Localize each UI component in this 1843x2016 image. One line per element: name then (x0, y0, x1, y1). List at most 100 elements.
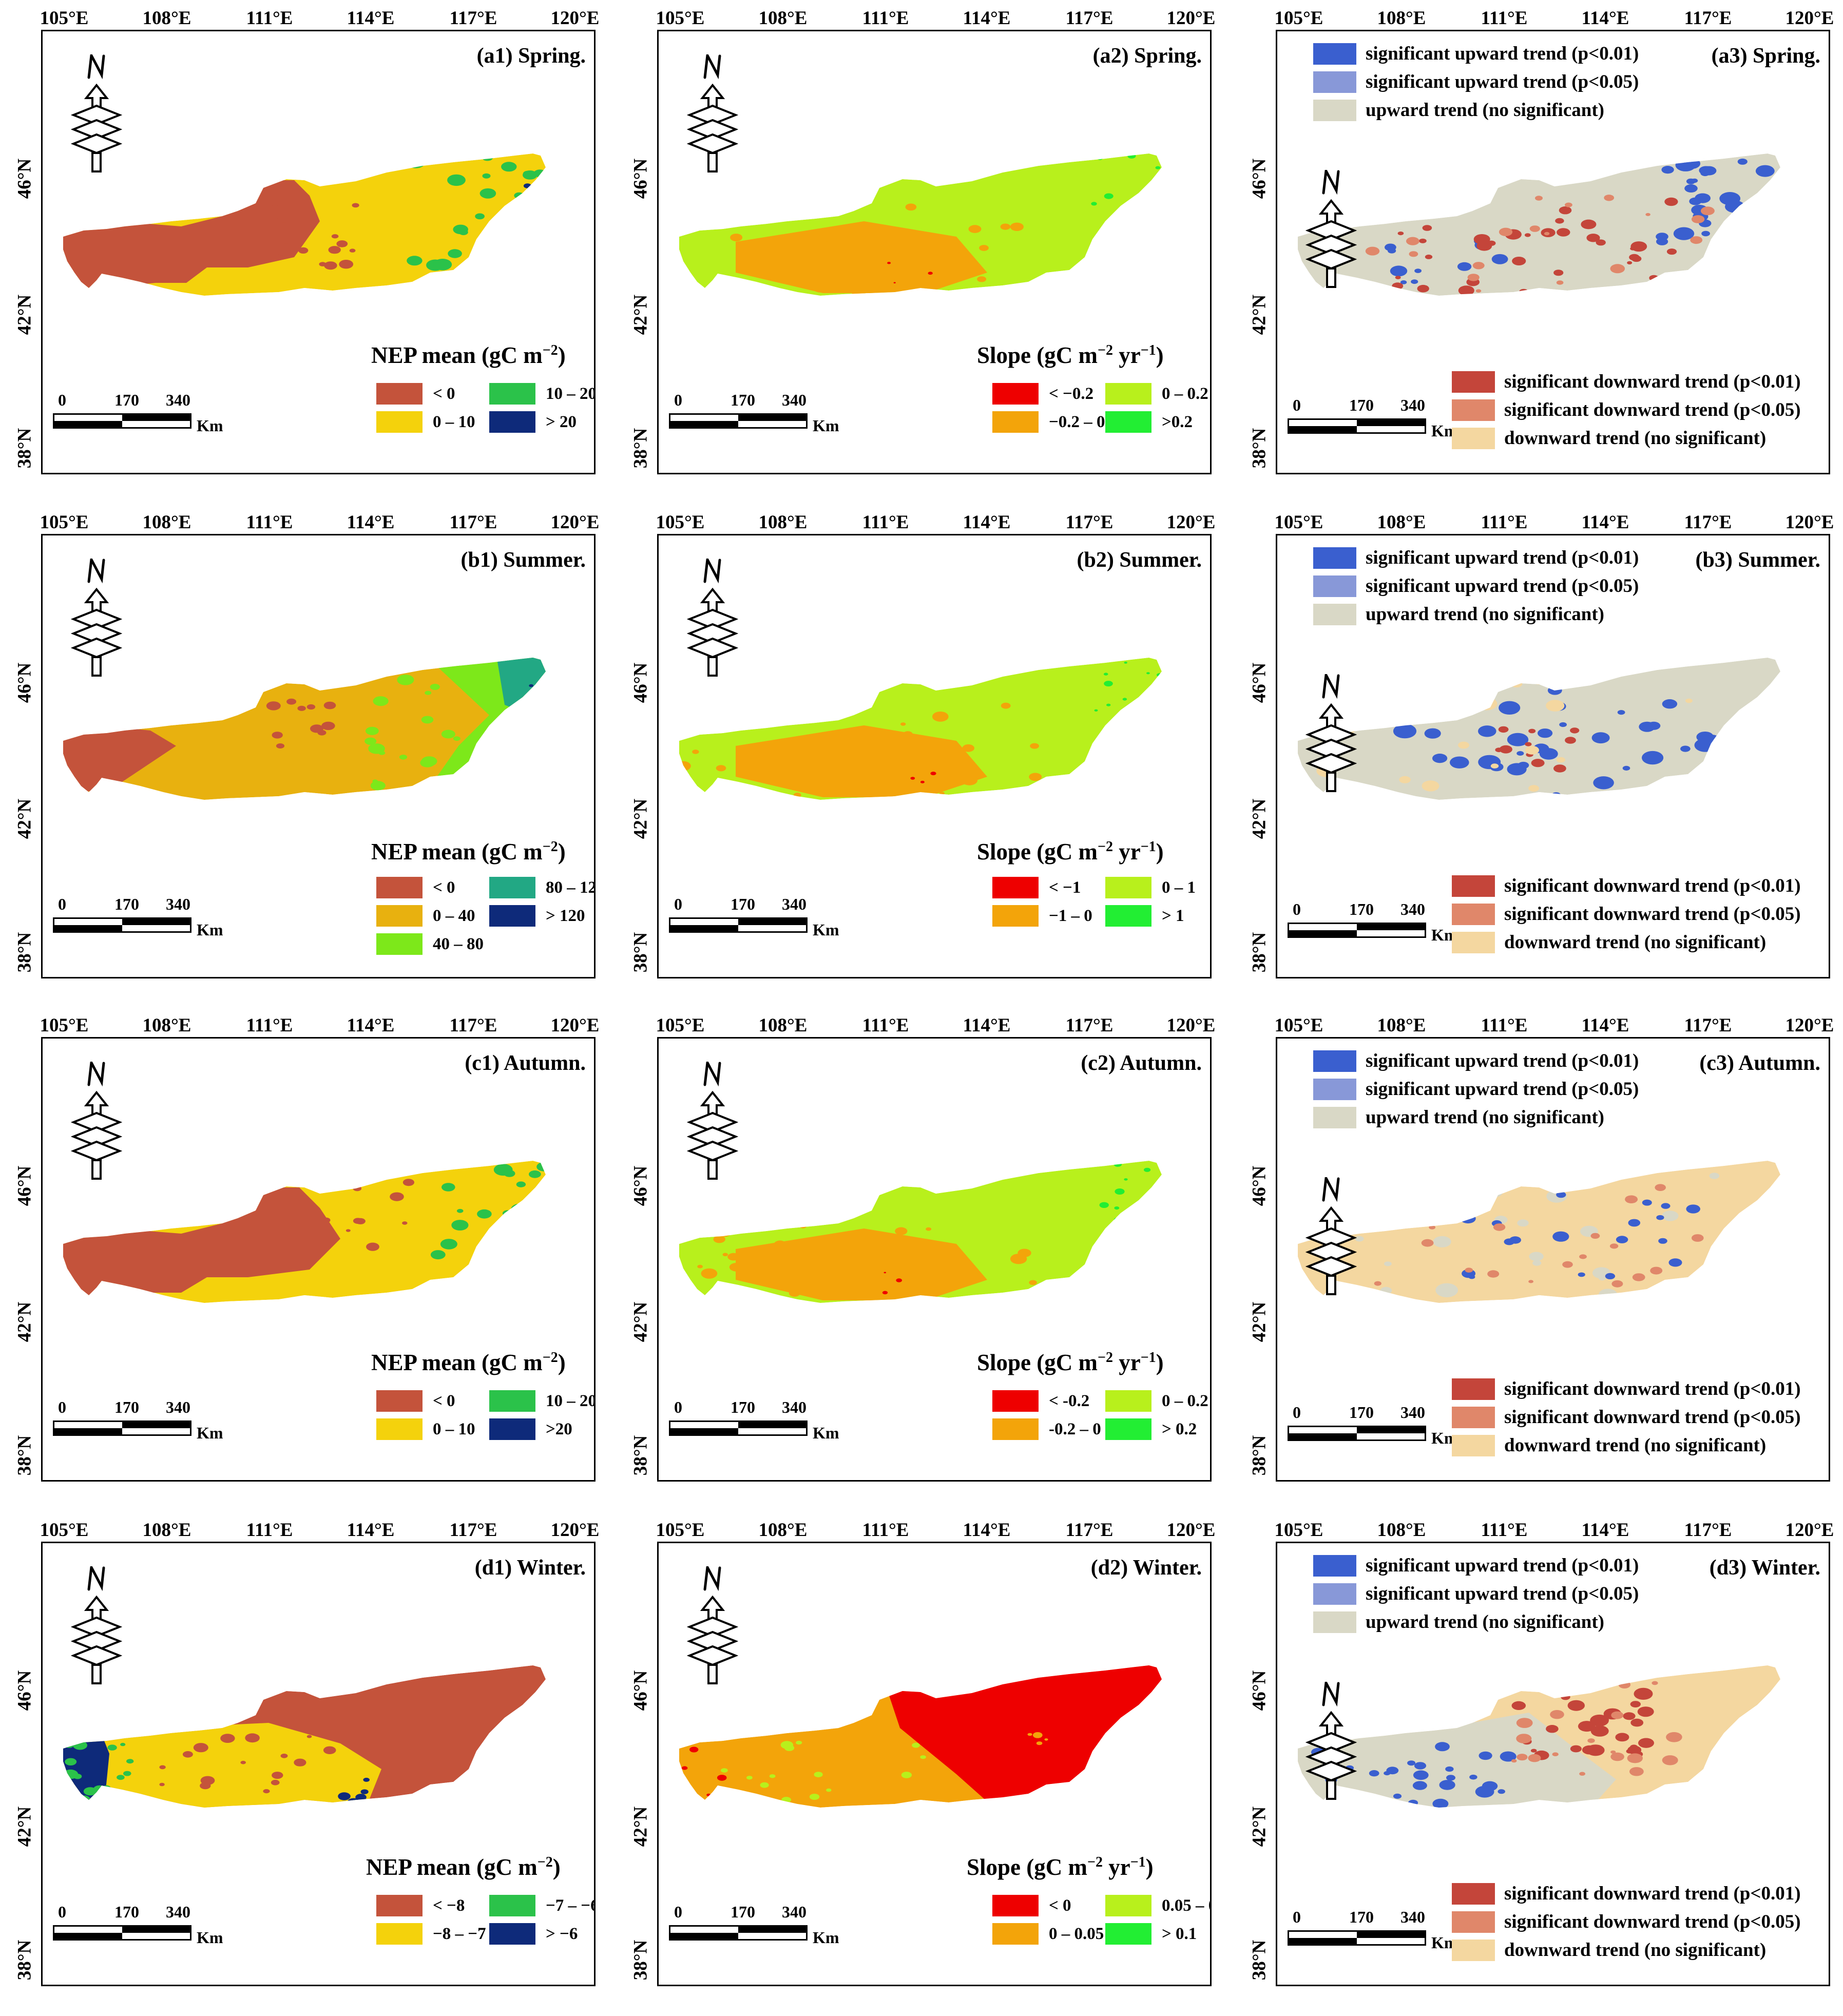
latitude-label: 46°N (14, 662, 35, 703)
legend-label: >20 (546, 1419, 572, 1438)
legend-swatch (376, 1390, 423, 1412)
latitude-label: 46°N (1249, 1670, 1270, 1711)
legend-label: significant downward trend (p<0.05) (1504, 399, 1801, 420)
north-arrow-icon (687, 1062, 738, 1180)
legend-item: < −8 (376, 1895, 465, 1916)
legend-item: −0.2 – 0 (992, 411, 1105, 433)
panel-title: (b3) Summer. (1695, 548, 1820, 572)
region-map (1298, 658, 1780, 800)
legend-item: −7 – −6 (489, 1895, 594, 1916)
scale-tick-label: 0 (674, 1398, 682, 1416)
map-panel-autumn-mean: 105°E 108°E 111°E 114°E 117°E 120°E 46°N 42°N 38… (0, 1007, 606, 1498)
panel-title: (a2) Spring. (1092, 44, 1202, 68)
legend-item: < 0 (376, 1390, 455, 1412)
longitude-label: 114°E (963, 1015, 1011, 1036)
region-raster (1298, 1161, 1780, 1303)
map-panel-autumn-slope: 105°E 108°E 111°E 114°E 117°E 120°E 46°N 42°N 38… (616, 1007, 1222, 1498)
legend-title: NEP mean (gC m−2) (371, 1350, 566, 1375)
legend-label: significant downward trend (p<0.01) (1504, 875, 1801, 896)
legend-swatch (1105, 905, 1151, 927)
region-raster (679, 153, 1162, 296)
legend-label: −8 – −7 (433, 1924, 486, 1943)
legend-swatch (489, 877, 535, 898)
longitude-label: 108°E (142, 512, 191, 533)
scale-tick-label: 340 (166, 1903, 190, 1921)
scale-tick-label: 340 (1400, 1908, 1425, 1926)
scale-bar: 0 170 340 Km (669, 391, 839, 437)
scale-bar: 0 170 340 Km (53, 895, 223, 941)
panel-title: (d1) Winter. (474, 1556, 586, 1580)
legend-swatch (992, 1418, 1039, 1440)
legend-swatch (376, 905, 423, 927)
region-raster (1298, 153, 1780, 296)
legend-item: upward trend (no significant) (1313, 96, 1639, 124)
longitude-label: 120°E (1166, 1520, 1216, 1541)
scale-bar: 0 170 340 Km (1288, 900, 1458, 946)
latitude-label: 38°N (14, 932, 35, 973)
longitude-label: 120°E (1785, 1520, 1834, 1541)
panel-title: (c1) Autumn. (465, 1051, 586, 1075)
panel-title: (d3) Winter. (1709, 1556, 1820, 1580)
upward-trend-legend: significant upward trend (p<0.01) signifi… (1313, 40, 1639, 124)
longitude-label: 111°E (1481, 8, 1528, 29)
longitude-label: 120°E (1166, 512, 1216, 533)
legend-label: > 0.1 (1162, 1924, 1197, 1943)
legend-item: 10 – 20 (489, 383, 594, 405)
map-panel-winter-trend: 105°E 108°E 111°E 114°E 117°E 120°E 46°N 42°N 38… (1235, 1512, 1840, 2003)
legend-item: significant upward trend (p<0.01) (1313, 1047, 1639, 1075)
longitude-label: 120°E (1166, 1015, 1216, 1036)
scale-tick-label: 340 (166, 391, 190, 409)
legend-item: significant upward trend (p<0.05) (1313, 1075, 1639, 1103)
scale-tick-label: 170 (114, 1903, 139, 1921)
downward-trend-legend: significant downward trend (p<0.01) signi… (1452, 368, 1801, 452)
legend-item: significant downward trend (p<0.01) (1452, 368, 1801, 396)
legend-swatch (1313, 547, 1356, 569)
longitude-label: 111°E (862, 1015, 909, 1036)
region-map (1298, 153, 1780, 296)
legend-item: > 0.2 (1105, 1418, 1197, 1440)
legend-item: upward trend (no significant) (1313, 1103, 1639, 1131)
longitude-label: 117°E (449, 1520, 497, 1541)
legend-swatch (1105, 1390, 1151, 1412)
legend-label: > 1 (1162, 906, 1184, 925)
legend-title: NEP mean (gC m−2) (366, 1854, 561, 1880)
legend-swatch (376, 877, 423, 898)
legend-label: significant downward trend (p<0.01) (1504, 1883, 1801, 1904)
longitude-label: 105°E (1274, 1015, 1323, 1036)
latitude-label: 42°N (1249, 798, 1270, 839)
legend-swatch (489, 411, 535, 433)
scale-tick-label: 0 (58, 391, 66, 409)
legend-item: -0.2 – 0 (992, 1418, 1101, 1440)
north-arrow-icon (1306, 1682, 1357, 1800)
legend-label: < 0 (433, 1391, 455, 1410)
scale-bar-graphic (53, 413, 191, 429)
legend-swatch (1452, 427, 1495, 449)
region-raster (63, 1161, 546, 1303)
north-arrow-icon (71, 54, 122, 172)
legend-swatch (1313, 71, 1356, 93)
latitude-label: 42°N (630, 294, 651, 335)
panel-title: (b1) Summer. (460, 548, 586, 572)
legend-label: 40 – 80 (433, 934, 484, 953)
longitude-label: 120°E (1166, 8, 1216, 29)
legend-item: 0 – 0.2 (1105, 383, 1208, 405)
scale-bar-graphic (53, 1925, 191, 1941)
north-arrow-icon (1306, 170, 1357, 288)
legend-swatch (1313, 99, 1356, 121)
region-map (1298, 1161, 1780, 1303)
scale-tick-label: 0 (1293, 1908, 1301, 1926)
scale-bar: 0 170 340 Km (1288, 1403, 1458, 1449)
latitude-label: 46°N (630, 158, 651, 199)
scale-tick-label: 0 (674, 1903, 682, 1921)
latitude-label: 46°N (14, 158, 35, 199)
legend-item: < 0 (376, 877, 455, 898)
scale-bar: 0 170 340 Km (669, 1903, 839, 1949)
region-map (679, 658, 1162, 800)
longitude-label: 105°E (1274, 8, 1323, 29)
legend-item: > −6 (489, 1923, 578, 1945)
longitude-label: 120°E (550, 1015, 600, 1036)
panel-title: (a3) Spring. (1711, 44, 1820, 68)
longitude-label: 114°E (347, 8, 395, 29)
legend-label: downward trend (no significant) (1504, 932, 1767, 953)
scale-tick-label: 0 (58, 1398, 66, 1416)
